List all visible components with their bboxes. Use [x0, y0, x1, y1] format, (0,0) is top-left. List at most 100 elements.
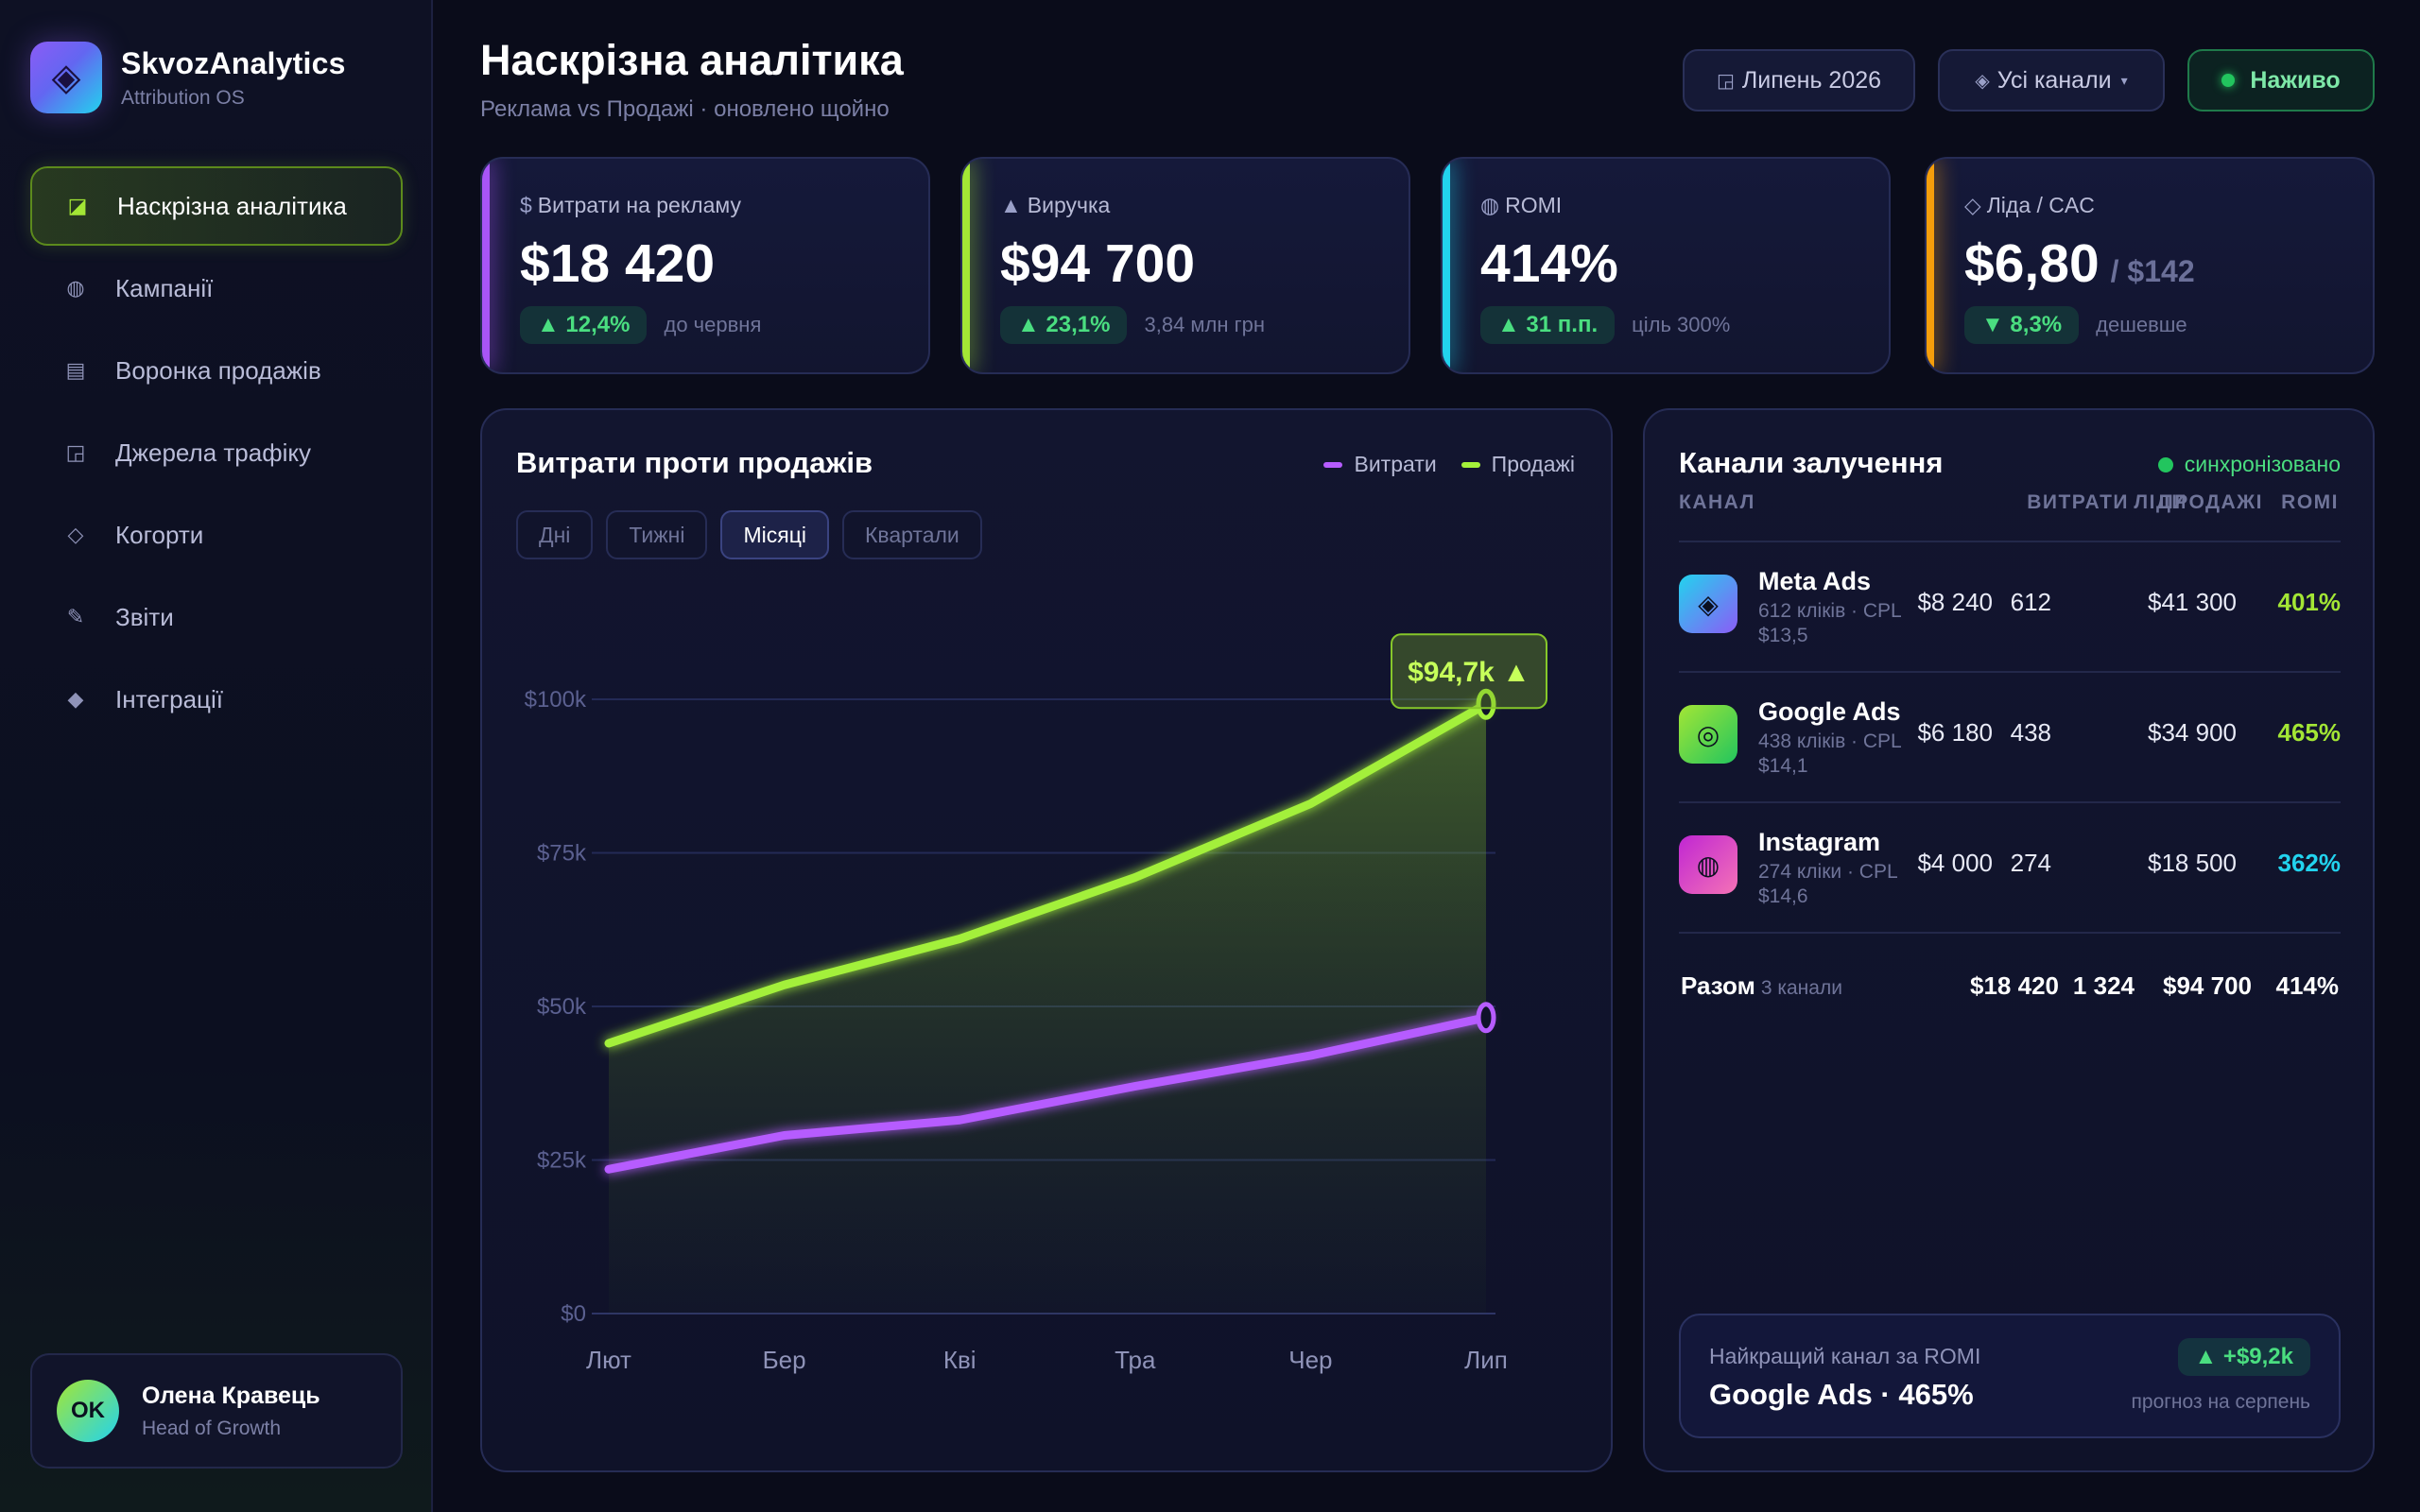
- kpi-note: ціль 300%: [1632, 313, 1731, 336]
- channel-row-instagram[interactable]: ◍ Instagram 274 кліки · CPL $14,6 $4 000…: [1679, 803, 2341, 934]
- triangle-up-icon: ▲: [1000, 193, 1022, 217]
- channel-name: Google Ads: [1758, 697, 1901, 726]
- date-picker-button[interactable]: ◲ Липень 2026: [1683, 49, 1915, 112]
- divider: [1679, 541, 2341, 542]
- user-role: Head of Growth: [142, 1417, 282, 1439]
- column-header-spend[interactable]: ВИТРАТИ: [2027, 491, 2129, 513]
- sidebar-item-campaigns[interactable]: ◍ Кампанії: [30, 249, 403, 328]
- channel-sales: $41 300: [2148, 588, 2237, 616]
- instagram-icon: ◍: [1679, 835, 1737, 894]
- brand[interactable]: ◈ SkvozAnalytics Attribution OS: [30, 42, 346, 113]
- channels-dropdown[interactable]: ◈ Усі канали ▾: [1938, 49, 2165, 112]
- totals-romi: 414%: [2275, 971, 2340, 1000]
- spend-vs-sales-chart-panel: Витрати проти продажів Витрати Продажі Д…: [480, 408, 1613, 1472]
- dollar-icon: $: [520, 193, 532, 217]
- kpi-label: Витрати на рекламу: [537, 193, 741, 217]
- google-ads-icon: ◎: [1679, 705, 1737, 764]
- segment-months[interactable]: Місяці: [720, 510, 829, 559]
- kpi-card-romi[interactable]: ◍ ROMI 414% ▲ 31 п.п. ціль 300%: [1441, 157, 1891, 374]
- sidebar-item-sales-funnel[interactable]: ▤ Воронка продажів: [30, 331, 403, 410]
- y-tick-label: $75k: [537, 841, 587, 867]
- channel-row-meta-ads[interactable]: ◈ Meta Ads 612 кліків · CPL $13,5 $8 240…: [1679, 542, 2341, 673]
- sidebar-item-cohorts[interactable]: ◇ Когорти: [30, 495, 403, 575]
- circle-icon: ◍: [1480, 193, 1500, 217]
- column-header-channel[interactable]: КАНАЛ: [1679, 491, 1755, 513]
- channels-icon: ◈: [1975, 70, 1990, 92]
- kpi-change-badge: ▼ 8,3%: [1964, 306, 2080, 344]
- sidebar-item-label: Звіти: [115, 602, 174, 631]
- kpi-card-revenue[interactable]: ▲ Виручка $94 700 ▲ 23,1% 3,84 млн грн: [960, 157, 1410, 374]
- totals-sublabel: 3 канали: [1760, 977, 1842, 999]
- sidebar-item-integrations[interactable]: ◆ Інтеграції: [30, 660, 403, 739]
- column-header-leads[interactable]: ЛІДИ: [2134, 491, 2187, 513]
- x-tick-label: Чер: [1288, 1346, 1332, 1374]
- sidebar-item-label: Джерела трафіку: [115, 438, 312, 467]
- best-channel-card[interactable]: Найкращий канал за ROMI Google Ads · 465…: [1679, 1314, 2341, 1438]
- kpi-subvalue: / $142: [2110, 254, 2195, 288]
- kpi-change-badge: ▲ 23,1%: [1000, 306, 1128, 344]
- segment-quarters[interactable]: Квартали: [842, 510, 982, 559]
- spend-endpoint: [1476, 1002, 1496, 1034]
- sales-peak-callout: [1391, 633, 1547, 710]
- legend-item-spend: Витрати: [1323, 452, 1437, 477]
- sync-status: синхронізовано: [2157, 452, 2341, 477]
- sidebar-item-reports[interactable]: ✎ Звіти: [30, 577, 403, 657]
- kpi-label: Виручка: [1027, 193, 1111, 217]
- user-card[interactable]: OK Олена Кравець Head of Growth: [30, 1353, 403, 1469]
- channel-name: Instagram: [1758, 828, 1881, 856]
- chart-title: Витрати проти продажів: [516, 446, 873, 479]
- channel-spend: $4 000: [1917, 849, 1993, 877]
- sync-label: синхронізовано: [2184, 452, 2341, 476]
- sidebar-item-label: Кампанії: [115, 273, 214, 302]
- channel-name: Meta Ads: [1758, 567, 1872, 595]
- kpi-card-leads-cac[interactable]: ◇ Ліда / CAC $6,80 / $142 ▼ 8,3% дешевше: [1925, 157, 2375, 374]
- kpi-label: Ліда / CAC: [1986, 193, 2095, 217]
- totals-row-label: Разом 3 канали: [1681, 971, 1842, 1001]
- kpi-label: ROMI: [1505, 193, 1563, 217]
- chevron-down-icon: ▾: [2120, 72, 2128, 88]
- channel-spend: $6 180: [1917, 718, 1993, 747]
- sync-dot-icon: [2157, 456, 2173, 472]
- x-tick-label: Кві: [943, 1346, 977, 1374]
- kpi-note: дешевше: [2096, 313, 2187, 336]
- pencil-icon: ✎: [66, 605, 85, 628]
- channel-leads: 612: [2010, 588, 2051, 616]
- column-header-sales[interactable]: ПРОДАЖІ: [2158, 491, 2263, 513]
- period-segmented-control: Дні Тижні Місяці Квартали: [516, 510, 995, 559]
- channel-row-google-ads[interactable]: ◎ Google Ads 438 кліків · CPL $14,1 $6 1…: [1679, 673, 2341, 803]
- diamond-icon: ◇: [1964, 193, 1981, 217]
- sidebar-nav: ◪ Наскрізна аналітика ◍ Кампанії ▤ Ворон…: [30, 166, 403, 742]
- best-channel-value: Google Ads · 465%: [1709, 1378, 1974, 1411]
- channel-leads: 274: [2010, 849, 2051, 877]
- x-tick-label: Лют: [586, 1346, 631, 1374]
- divider: [1679, 671, 2341, 673]
- channel-romi: 401%: [2277, 588, 2342, 616]
- sidebar-item-traffic-sources[interactable]: ◲ Джерела трафіку: [30, 413, 403, 492]
- sidebar-item-end-to-end-analytics[interactable]: ◪ Наскрізна аналітика: [30, 166, 403, 246]
- legend-label: Витрати: [1354, 452, 1437, 476]
- kpi-value: $18 420: [520, 233, 716, 294]
- cohorts-icon: ◇: [67, 523, 84, 546]
- brand-name: SkvozAnalytics: [121, 45, 346, 80]
- totals-label: Разом: [1681, 971, 1755, 1000]
- column-header-romi[interactable]: ROMI: [2281, 491, 2339, 513]
- live-dot-icon: [2221, 74, 2236, 87]
- meta-ads-icon: ◈: [1679, 575, 1737, 633]
- y-tick-label: $25k: [537, 1148, 587, 1174]
- channel-romi: 465%: [2277, 718, 2342, 747]
- segment-days[interactable]: Дні: [516, 510, 594, 559]
- brand-subtitle: Attribution OS: [121, 86, 245, 109]
- calendar-icon: ◲: [1716, 70, 1735, 92]
- legend-swatch-sales: [1461, 461, 1480, 468]
- kpi-card-ad-spend[interactable]: $ Витрати на рекламу $18 420 ▲ 12,4% до че…: [480, 157, 930, 374]
- channel-spend: $8 240: [1917, 588, 1993, 616]
- live-button[interactable]: Наживо: [2187, 49, 2375, 112]
- avatar: OK: [57, 1380, 119, 1442]
- legend-item-sales: Продажі: [1461, 452, 1575, 477]
- channel-meta: 438 кліків · CPL $14,1: [1758, 730, 1901, 777]
- sidebar-item-label: Когорти: [115, 520, 204, 549]
- segment-weeks[interactable]: Тижні: [606, 510, 708, 559]
- sidebar-item-label: Воронка продажів: [115, 355, 321, 385]
- sales-area: [609, 704, 1486, 1314]
- sidebar: ◈ SkvozAnalytics Attribution OS ◪ Наскрі…: [0, 0, 433, 1512]
